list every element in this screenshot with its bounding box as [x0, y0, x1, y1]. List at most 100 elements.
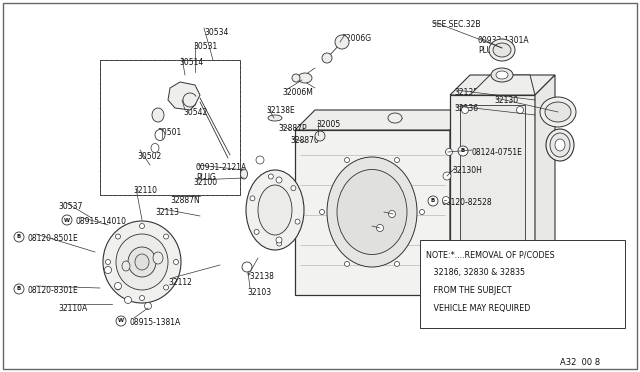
Ellipse shape [151, 144, 159, 153]
Ellipse shape [276, 177, 282, 183]
Text: PLUG: PLUG [478, 46, 498, 55]
Text: 30534: 30534 [204, 28, 228, 37]
Ellipse shape [394, 157, 399, 163]
Ellipse shape [516, 106, 524, 113]
Ellipse shape [550, 133, 570, 157]
Text: 32130: 32130 [494, 96, 518, 105]
Ellipse shape [419, 209, 424, 215]
Polygon shape [168, 82, 200, 110]
Text: 32005: 32005 [316, 120, 340, 129]
Ellipse shape [246, 170, 304, 250]
Text: 32103: 32103 [247, 288, 271, 297]
Ellipse shape [164, 234, 168, 239]
Ellipse shape [268, 115, 282, 121]
Ellipse shape [443, 172, 451, 180]
Polygon shape [470, 75, 535, 95]
Ellipse shape [555, 139, 565, 151]
Ellipse shape [115, 234, 120, 239]
Ellipse shape [241, 169, 248, 179]
Text: 30542: 30542 [183, 108, 207, 117]
Text: 00933-1301A: 00933-1301A [478, 36, 530, 45]
Text: 32006M: 32006M [282, 88, 313, 97]
Ellipse shape [298, 73, 312, 83]
Ellipse shape [376, 224, 383, 231]
Ellipse shape [445, 148, 452, 155]
Ellipse shape [256, 156, 264, 164]
Ellipse shape [258, 185, 292, 235]
Ellipse shape [153, 252, 163, 264]
Text: SEE SEC.32B: SEE SEC.32B [432, 20, 481, 29]
Text: 08120-82528: 08120-82528 [441, 198, 492, 207]
Text: B: B [17, 234, 21, 240]
Text: 32186, 32830 & 32835: 32186, 32830 & 32835 [426, 268, 525, 277]
Ellipse shape [276, 241, 282, 246]
Ellipse shape [115, 285, 120, 290]
Ellipse shape [250, 196, 255, 201]
Text: 32130H: 32130H [452, 166, 482, 175]
Text: 32136: 32136 [454, 104, 478, 113]
Text: FROM THE SUBJECT: FROM THE SUBJECT [426, 286, 511, 295]
Polygon shape [295, 110, 470, 130]
Ellipse shape [295, 219, 300, 224]
Ellipse shape [140, 224, 145, 228]
Text: B: B [431, 199, 435, 203]
Ellipse shape [461, 106, 468, 113]
Circle shape [116, 316, 126, 326]
Bar [460, 105, 525, 260]
Ellipse shape [145, 302, 152, 310]
Text: 32113: 32113 [155, 208, 179, 217]
Text: W: W [118, 318, 124, 324]
Ellipse shape [128, 247, 156, 277]
Ellipse shape [388, 211, 396, 218]
Text: 08120-8301E: 08120-8301E [27, 286, 77, 295]
Ellipse shape [106, 260, 111, 264]
Bar [450, 95, 535, 270]
Text: 00931-2121A: 00931-2121A [196, 163, 247, 172]
Circle shape [428, 196, 438, 206]
Ellipse shape [291, 186, 296, 190]
Circle shape [62, 215, 72, 225]
Ellipse shape [116, 234, 168, 290]
Text: *32138: *32138 [247, 272, 275, 281]
Ellipse shape [335, 35, 349, 49]
Circle shape [458, 146, 468, 156]
Text: 30501: 30501 [157, 128, 181, 137]
Ellipse shape [103, 221, 181, 303]
Ellipse shape [104, 266, 111, 273]
Text: 32006G: 32006G [341, 34, 371, 43]
Ellipse shape [125, 296, 131, 304]
Ellipse shape [319, 209, 324, 215]
Text: 30531: 30531 [193, 42, 217, 51]
Text: VEHICLE MAY REQUIRED: VEHICLE MAY REQUIRED [426, 304, 531, 313]
Ellipse shape [442, 196, 449, 203]
Text: 32110A: 32110A [58, 304, 87, 313]
Ellipse shape [545, 102, 571, 122]
Ellipse shape [489, 39, 515, 61]
Text: PLUG: PLUG [196, 173, 216, 182]
Text: W: W [64, 218, 70, 222]
Text: 32139: 32139 [381, 210, 405, 219]
Ellipse shape [344, 262, 349, 266]
Text: 32138E: 32138E [266, 106, 295, 115]
Ellipse shape [493, 43, 511, 57]
Ellipse shape [155, 129, 165, 141]
Text: 328870: 328870 [290, 136, 319, 145]
Circle shape [14, 284, 24, 294]
Ellipse shape [140, 295, 145, 301]
Ellipse shape [461, 251, 468, 259]
Ellipse shape [322, 53, 332, 63]
Text: 32100: 32100 [193, 178, 217, 187]
Text: 32887P: 32887P [278, 124, 307, 133]
Text: 30537: 30537 [58, 202, 83, 211]
Ellipse shape [152, 108, 164, 122]
Text: 08124-0751E: 08124-0751E [471, 148, 522, 157]
Ellipse shape [173, 260, 179, 264]
Text: 32110: 32110 [133, 186, 157, 195]
Ellipse shape [491, 68, 513, 82]
Text: 08915-1381A: 08915-1381A [129, 318, 180, 327]
Text: 08120-8501E: 08120-8501E [27, 234, 77, 243]
Text: 32887N: 32887N [170, 196, 200, 205]
Ellipse shape [315, 131, 325, 141]
Text: 08915-14010: 08915-14010 [75, 217, 126, 226]
Ellipse shape [496, 71, 508, 79]
